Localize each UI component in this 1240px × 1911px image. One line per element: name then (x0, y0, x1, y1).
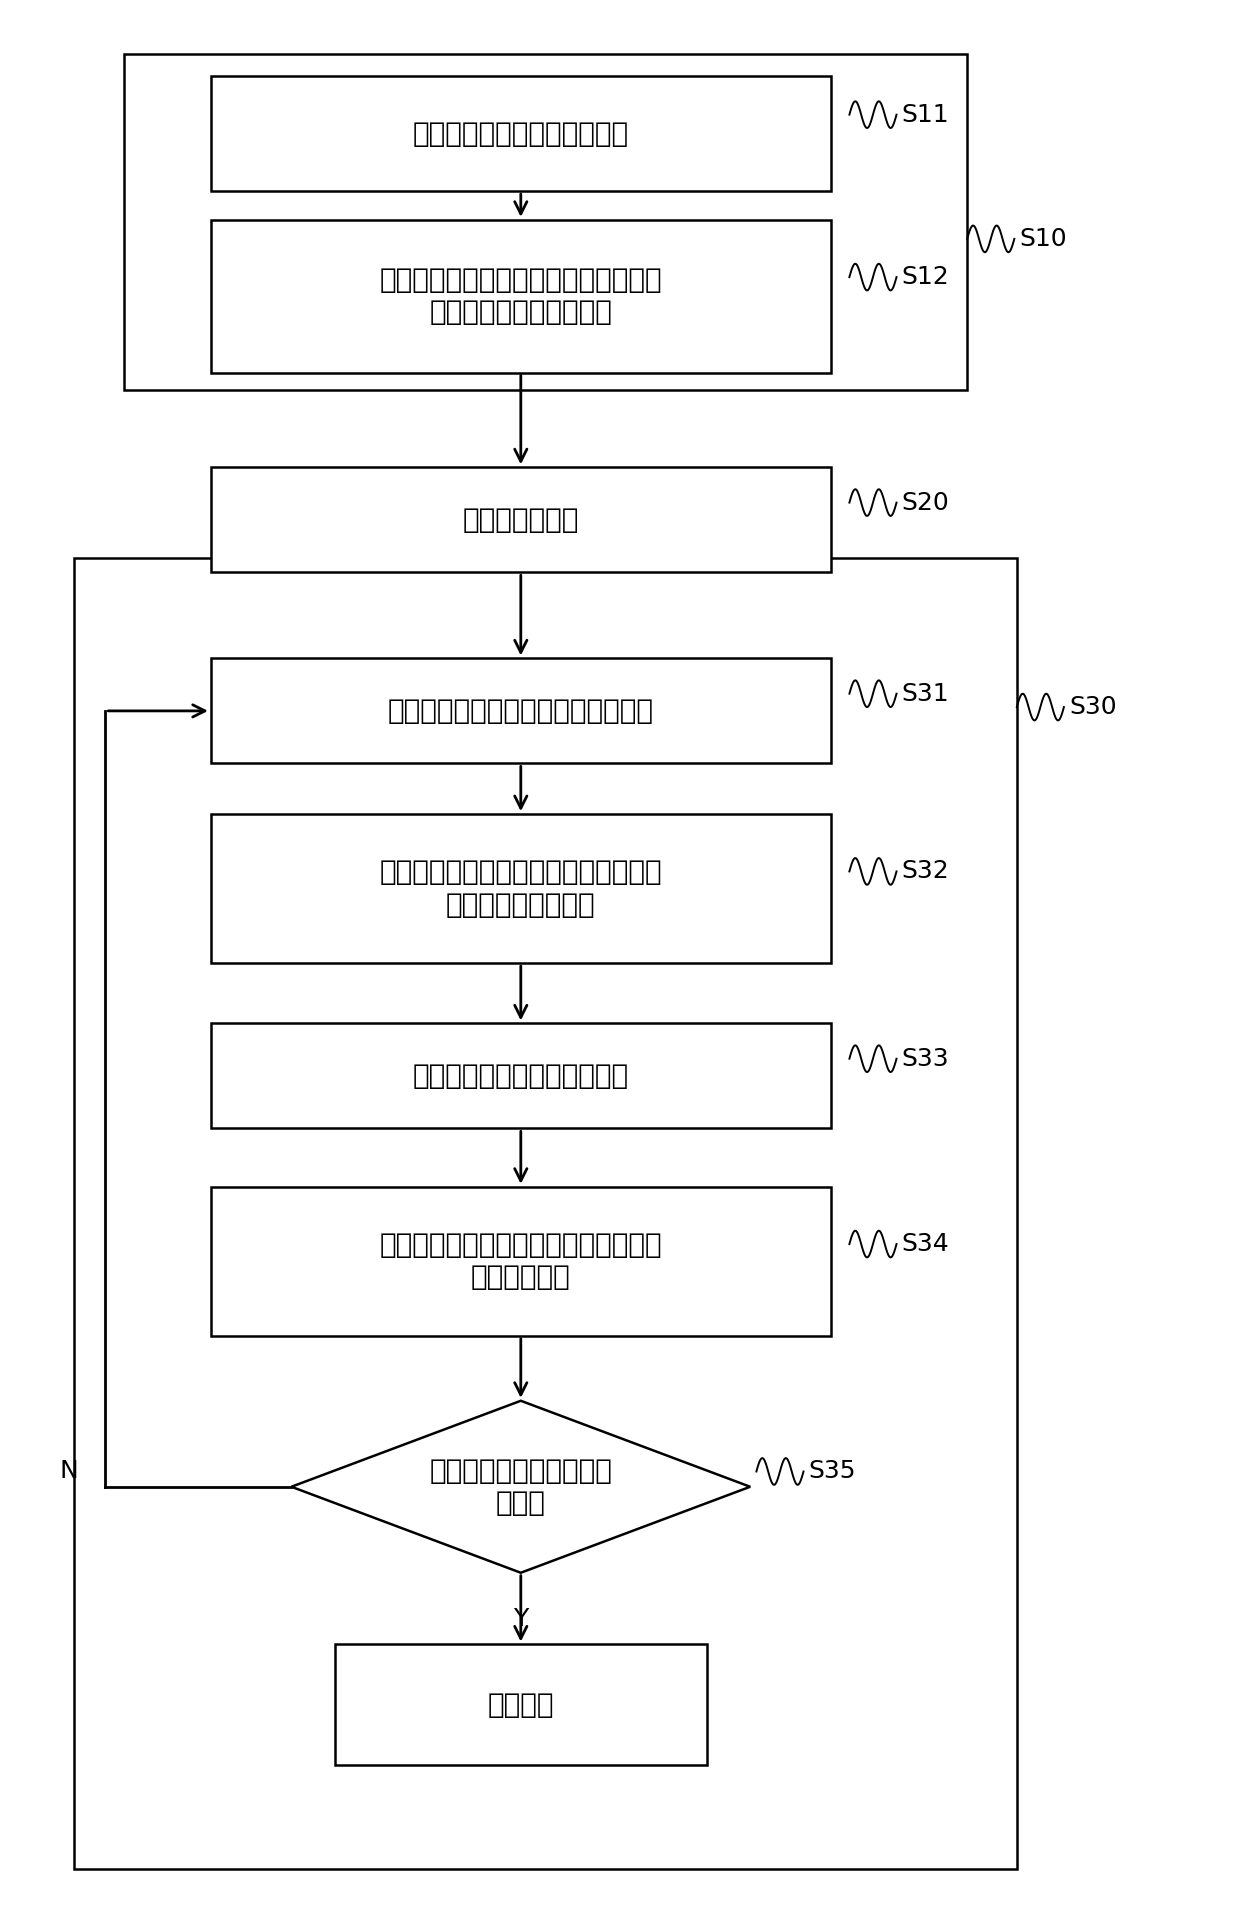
Text: 依据温度变化曲线，按照多个预设时间
常数提取对应的温度: 依据温度变化曲线，按照多个预设时间 常数提取对应的温度 (379, 858, 662, 919)
Polygon shape (291, 1401, 750, 1573)
Text: S10: S10 (1019, 227, 1066, 250)
FancyBboxPatch shape (211, 466, 831, 571)
FancyBboxPatch shape (124, 54, 967, 390)
Text: S30: S30 (1069, 696, 1116, 719)
Text: Y: Y (513, 1607, 528, 1632)
Text: 初始化拟合阶数: 初始化拟合阶数 (463, 506, 579, 533)
Text: S11: S11 (901, 103, 949, 126)
Text: S32: S32 (901, 860, 950, 883)
FancyBboxPatch shape (211, 76, 831, 191)
Text: S12: S12 (901, 266, 950, 289)
Text: S35: S35 (808, 1460, 856, 1483)
Text: N: N (60, 1460, 78, 1483)
Text: 计算热阻系数，构建冷却曲线: 计算热阻系数，构建冷却曲线 (413, 1063, 629, 1089)
Text: S33: S33 (901, 1047, 949, 1070)
Text: 采集预设时间段内，阶跃功率下的待测
电子器件的温度变化曲线: 采集预设时间段内，阶跃功率下的待测 电子器件的温度变化曲线 (379, 266, 662, 327)
FancyBboxPatch shape (211, 1024, 831, 1127)
FancyBboxPatch shape (211, 814, 831, 963)
Text: 拟合结束: 拟合结束 (487, 1691, 554, 1718)
Text: S31: S31 (901, 682, 949, 705)
FancyBboxPatch shape (211, 220, 831, 373)
Text: 对待测电子器件施加阶跃功率: 对待测电子器件施加阶跃功率 (413, 120, 629, 147)
Text: 在预设时间段内初始化时间常数向量: 在预设时间段内初始化时间常数向量 (388, 698, 653, 724)
FancyBboxPatch shape (74, 558, 1017, 1869)
Text: S34: S34 (901, 1233, 950, 1256)
FancyBboxPatch shape (335, 1643, 707, 1766)
FancyBboxPatch shape (211, 1187, 831, 1336)
Text: 判断相关系数是否满足阈
值范围: 判断相关系数是否满足阈 值范围 (429, 1456, 613, 1517)
Text: S20: S20 (901, 491, 950, 514)
Text: 比较构建的冷却曲线和温度变化曲线，
获取相关系数: 比较构建的冷却曲线和温度变化曲线， 获取相关系数 (379, 1231, 662, 1292)
FancyBboxPatch shape (211, 657, 831, 762)
